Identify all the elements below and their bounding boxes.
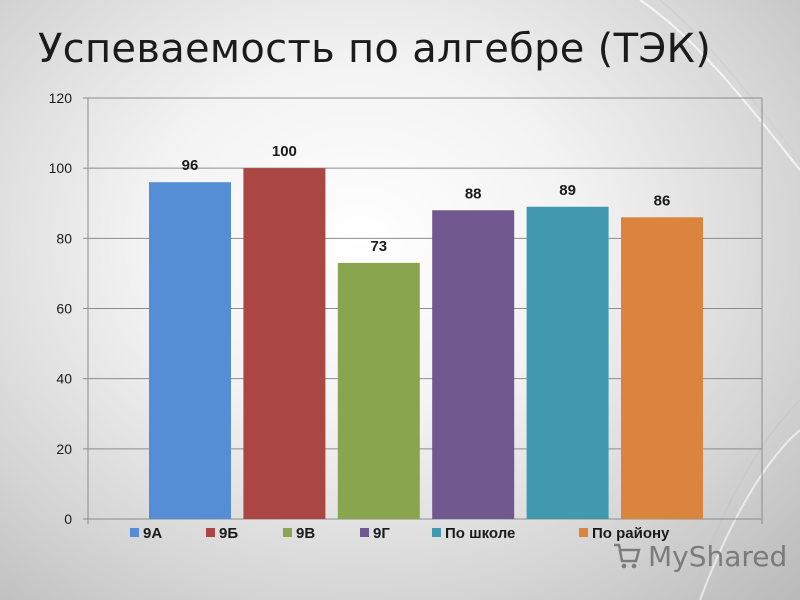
bar: [621, 217, 703, 520]
legend: 9А 9Б 9В 9Г По школе По району: [130, 525, 670, 542]
data-label: 100: [272, 143, 297, 160]
y-tick-label: 100: [49, 160, 73, 176]
legend-label: По району: [592, 525, 670, 542]
legend-item: 9Г: [360, 525, 390, 542]
y-tick-label: 60: [56, 301, 72, 317]
legend-item: По школе: [432, 525, 515, 542]
legend-swatch: [283, 528, 292, 537]
chart-title: Успеваемость по алгебре (ТЭК): [38, 26, 712, 72]
y-tick-label: 20: [56, 441, 72, 457]
y-tick-label: 0: [64, 511, 72, 527]
data-label: 73: [370, 238, 387, 255]
bar: [432, 210, 515, 519]
data-labels: 96 100 73 88 89 86: [182, 143, 671, 255]
watermark: MyShared: [612, 539, 788, 573]
legend-item: 9Б: [206, 525, 238, 542]
legend-swatch: [206, 528, 215, 537]
legend-item: 9В: [283, 525, 315, 542]
legend-label: 9Б: [219, 525, 238, 542]
data-label: 89: [559, 182, 576, 199]
legend-swatch: [432, 528, 441, 537]
legend-label: 9А: [143, 525, 162, 542]
legend-label: 9В: [296, 525, 315, 542]
bar: [149, 182, 231, 519]
data-label: 96: [182, 157, 199, 174]
data-label: 88: [465, 185, 482, 202]
legend-item: По району: [579, 525, 670, 542]
legend-swatch: [130, 528, 139, 537]
legend-label: По школе: [445, 525, 515, 542]
legend-swatch: [579, 528, 588, 537]
bar: [526, 206, 609, 519]
y-tick-label: 80: [56, 230, 72, 246]
legend-swatch: [360, 528, 369, 537]
bars: [149, 168, 703, 520]
y-tick-label: 120: [49, 90, 73, 106]
watermark-text: MyShared: [648, 539, 788, 573]
shopping-cart-icon: [614, 543, 641, 569]
y-tick-label: 40: [56, 371, 72, 387]
data-label: 86: [654, 192, 671, 209]
bar: [337, 262, 420, 519]
legend-label: 9Г: [373, 525, 390, 542]
legend-item: 9А: [130, 525, 162, 542]
y-axis: 0 20 40 60 80 100 120: [49, 90, 763, 527]
bar: [243, 168, 326, 519]
